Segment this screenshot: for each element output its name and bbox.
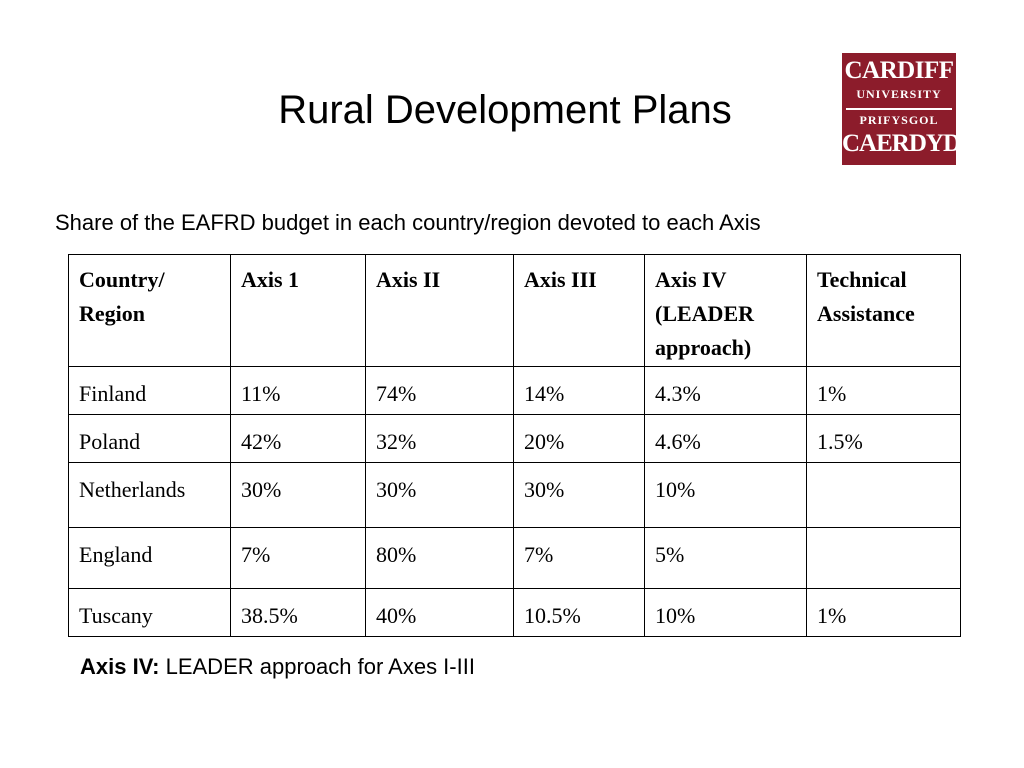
slide-subtitle: Share of the EAFRD budget in each countr…: [55, 210, 761, 235]
table-cell: 11%: [230, 366, 366, 415]
table-cell: 42%: [230, 414, 366, 463]
table-cell: Poland: [68, 414, 231, 463]
table-cell: 1%: [806, 366, 961, 415]
table-cell: 30%: [230, 462, 366, 528]
eafrd-budget-table: Country/ Region Axis 1 Axis II Axis III …: [68, 254, 961, 637]
logo-line-2: UNIVERSITY: [856, 87, 942, 101]
table-cell: 4.6%: [644, 414, 807, 463]
header-country-region: Country/ Region: [68, 254, 231, 367]
table-cell: 80%: [365, 527, 514, 589]
table-cell: England: [68, 527, 231, 589]
table-cell: 7%: [230, 527, 366, 589]
table-cell: 30%: [513, 462, 645, 528]
table-cell: Tuscany: [68, 588, 231, 637]
table-cell: 74%: [365, 366, 514, 415]
table-cell: 10.5%: [513, 588, 645, 637]
header-axis-1: Axis 1: [230, 254, 366, 367]
table-row: Tuscany 38.5% 40% 10.5% 10% 1%: [68, 588, 961, 637]
footnote-label: Axis IV:: [80, 654, 160, 679]
table-cell: 10%: [644, 462, 807, 528]
header-axis-4: Axis IV (LEADER approach): [644, 254, 807, 367]
table-cell: 30%: [365, 462, 514, 528]
table-cell: 7%: [513, 527, 645, 589]
logo-line-4: CAERDYDD: [842, 130, 978, 157]
table-cell: 1.5%: [806, 414, 961, 463]
table-cell: Finland: [68, 366, 231, 415]
table-cell: [806, 527, 961, 589]
table-cell: 5%: [644, 527, 807, 589]
table-row: Finland 11% 74% 14% 4.3% 1%: [68, 366, 961, 415]
footnote-text: LEADER approach for Axes I-III: [159, 654, 475, 679]
logo-divider: [846, 108, 952, 110]
table-row: Poland 42% 32% 20% 4.6% 1.5%: [68, 414, 961, 463]
slide-title: Rural Development Plans: [278, 88, 732, 132]
table-cell: [806, 462, 961, 528]
header-axis-3: Axis III: [513, 254, 645, 367]
table-cell: 32%: [365, 414, 514, 463]
table-cell: Netherlands: [68, 462, 231, 528]
table-cell: 4.3%: [644, 366, 807, 415]
table-cell: 1%: [806, 588, 961, 637]
logo-line-1: CARDIFF: [844, 57, 955, 84]
footnote: Axis IV: LEADER approach for Axes I-III: [80, 652, 475, 682]
table-header-row: Country/ Region Axis 1 Axis II Axis III …: [68, 254, 961, 367]
cardiff-university-logo: CARDIFF UNIVERSITY PRIFYSGOL CAERDYDD: [842, 53, 978, 165]
table-cell: 40%: [365, 588, 514, 637]
table-cell: 20%: [513, 414, 645, 463]
table-cell: 38.5%: [230, 588, 366, 637]
table-cell: 14%: [513, 366, 645, 415]
table-row: Netherlands 30% 30% 30% 10%: [68, 462, 961, 528]
table-cell: 10%: [644, 588, 807, 637]
logo-line-3: PRIFYSGOL: [859, 113, 939, 127]
header-technical-assistance: Technical Assistance: [806, 254, 961, 367]
table-row: England 7% 80% 7% 5%: [68, 527, 961, 589]
header-axis-2: Axis II: [365, 254, 514, 367]
